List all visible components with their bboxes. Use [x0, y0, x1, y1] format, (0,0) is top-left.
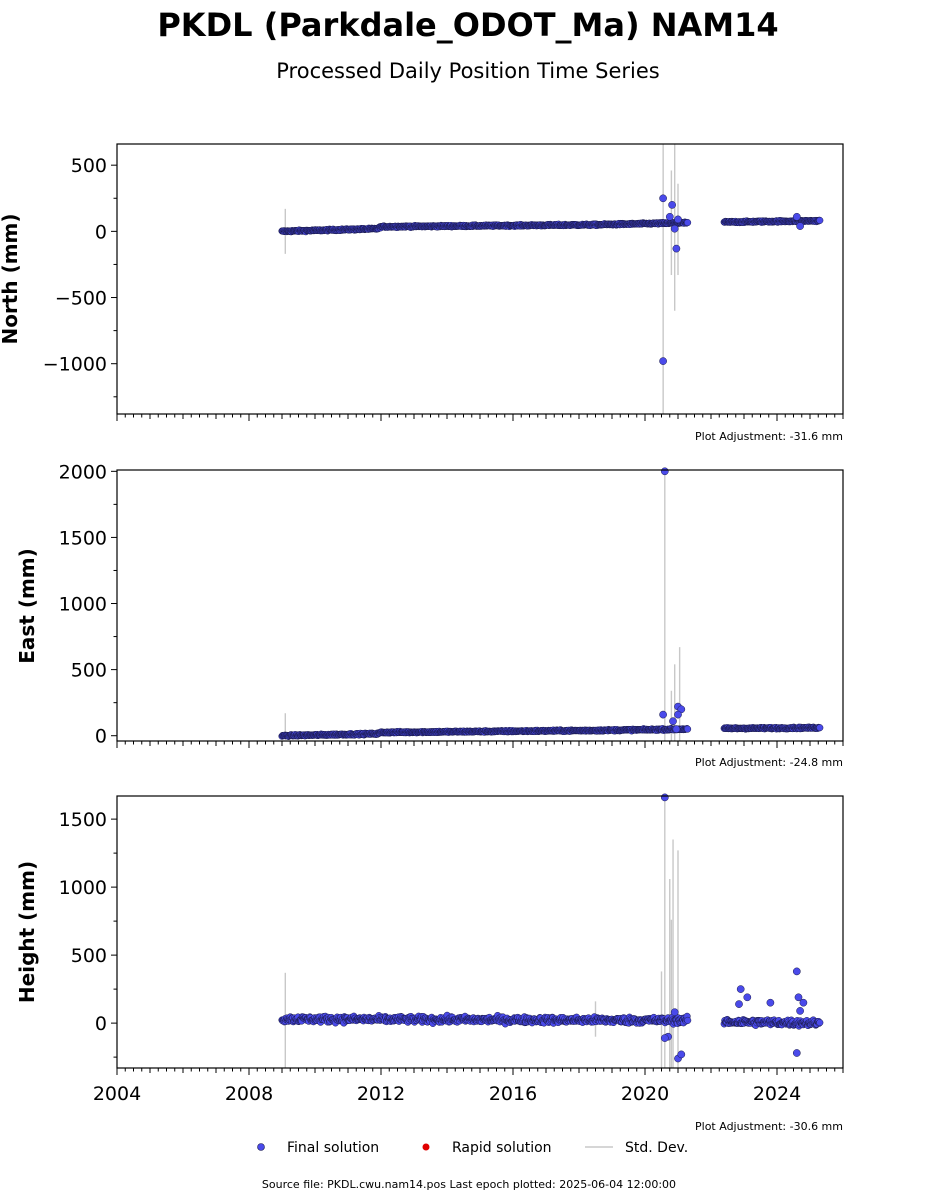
height-y-tick-label: 1500	[59, 809, 107, 831]
east-data-point	[684, 725, 692, 733]
east-plot-frame	[116, 469, 844, 742]
x-tick-label: 2008	[225, 1083, 273, 1105]
north-outlier-point	[672, 244, 681, 253]
east-y-tick-label: 2000	[59, 461, 107, 483]
source-footer: Source file: PKDL.cwu.nam14.pos Last epo…	[262, 1178, 676, 1191]
x-tick-label: 2020	[621, 1083, 669, 1105]
east-panel: 2000 1500 1000 500 0 East (mm) Plot Adjustme…	[15, 461, 844, 769]
north-panel: 500 0 −500 −1000 North (mm) Plot Adjustment…	[0, 143, 844, 443]
legend-rapid-label: Rapid solution	[452, 1140, 552, 1156]
north-outlier-point	[665, 212, 674, 221]
height-plot-frame	[116, 795, 844, 1069]
north-plot-frame	[116, 143, 844, 415]
north-data-point	[684, 219, 692, 227]
north-outlier-point	[659, 357, 667, 365]
legend-rapid-marker	[422, 1143, 430, 1151]
height-outlier-point	[796, 1007, 804, 1015]
x-tick-label: 2012	[357, 1083, 405, 1105]
east-outlier-point	[669, 717, 677, 726]
north-outlier-point	[674, 215, 682, 224]
north-y-tick-label: −1000	[43, 354, 107, 376]
east-outlier-point	[674, 710, 682, 719]
east-outlier-point	[672, 725, 681, 733]
north-outlier-point	[792, 212, 801, 221]
height-outlier-point	[736, 985, 745, 993]
height-outlier-point	[794, 993, 803, 1002]
north-outlier-point	[668, 201, 676, 209]
height-y-tick-label: 0	[95, 1013, 107, 1035]
height-outlier-point	[766, 998, 775, 1007]
north-plot-adjustment: Plot Adjustment: -31.6 mm	[695, 430, 843, 443]
chart-subtitle: Processed Daily Position Time Series	[276, 59, 660, 83]
north-outlier-point	[659, 194, 667, 203]
height-axis-label: Height (mm)	[15, 861, 39, 1003]
north-data-point	[816, 216, 824, 224]
height-outlier-point	[792, 967, 801, 976]
east-y-tick-label: 1500	[59, 527, 107, 549]
east-outlier-point	[660, 467, 669, 476]
height-outlier-point	[799, 998, 808, 1007]
legend: Final solution Rapid solution Std. Dev.	[257, 1140, 688, 1156]
height-y-tick-label: 1000	[59, 877, 107, 899]
north-y-tick-label: −500	[55, 288, 107, 310]
x-tick-label: 2004	[93, 1083, 141, 1105]
legend-final-marker	[257, 1143, 265, 1151]
height-outlier-point	[670, 1008, 679, 1017]
height-data-point	[816, 1019, 824, 1027]
east-outlier-point	[659, 710, 667, 719]
x-tick-label: 2016	[489, 1083, 537, 1105]
east-axis-label: East (mm)	[15, 548, 39, 664]
north-outlier-point	[796, 222, 804, 230]
height-y-tick-label: 500	[71, 945, 107, 967]
x-tick-label: 2024	[753, 1083, 801, 1105]
height-panel: 1500 1000 500 0 2004 2008 2012 2016 2020 2024 Hei…	[15, 793, 844, 1133]
east-y-tick-label: 500	[71, 660, 107, 682]
east-y-tick-label: 0	[95, 726, 107, 748]
height-data-point	[684, 1016, 692, 1024]
legend-final-label: Final solution	[287, 1140, 379, 1156]
height-outlier-point	[660, 793, 669, 802]
chart-title: PKDL (Parkdale_ODOT_Ma) NAM14	[157, 6, 778, 44]
north-outlier-point	[670, 224, 679, 233]
east-y-tick-label: 1000	[59, 594, 107, 616]
north-y-tick-label: 0	[95, 221, 107, 243]
height-plot-adjustment: Plot Adjustment: -30.6 mm	[695, 1120, 843, 1133]
east-plot-adjustment: Plot Adjustment: -24.8 mm	[695, 756, 843, 769]
east-data-point	[816, 724, 824, 732]
height-outlier-point	[743, 993, 752, 1002]
height-outlier-point	[792, 1049, 801, 1057]
height-outlier-point	[735, 1000, 743, 1008]
height-outlier-point	[660, 1034, 669, 1042]
north-y-tick-label: 500	[71, 155, 107, 177]
north-axis-label: North (mm)	[0, 213, 22, 344]
height-outlier-point	[677, 1050, 686, 1059]
legend-std-label: Std. Dev.	[625, 1140, 688, 1156]
